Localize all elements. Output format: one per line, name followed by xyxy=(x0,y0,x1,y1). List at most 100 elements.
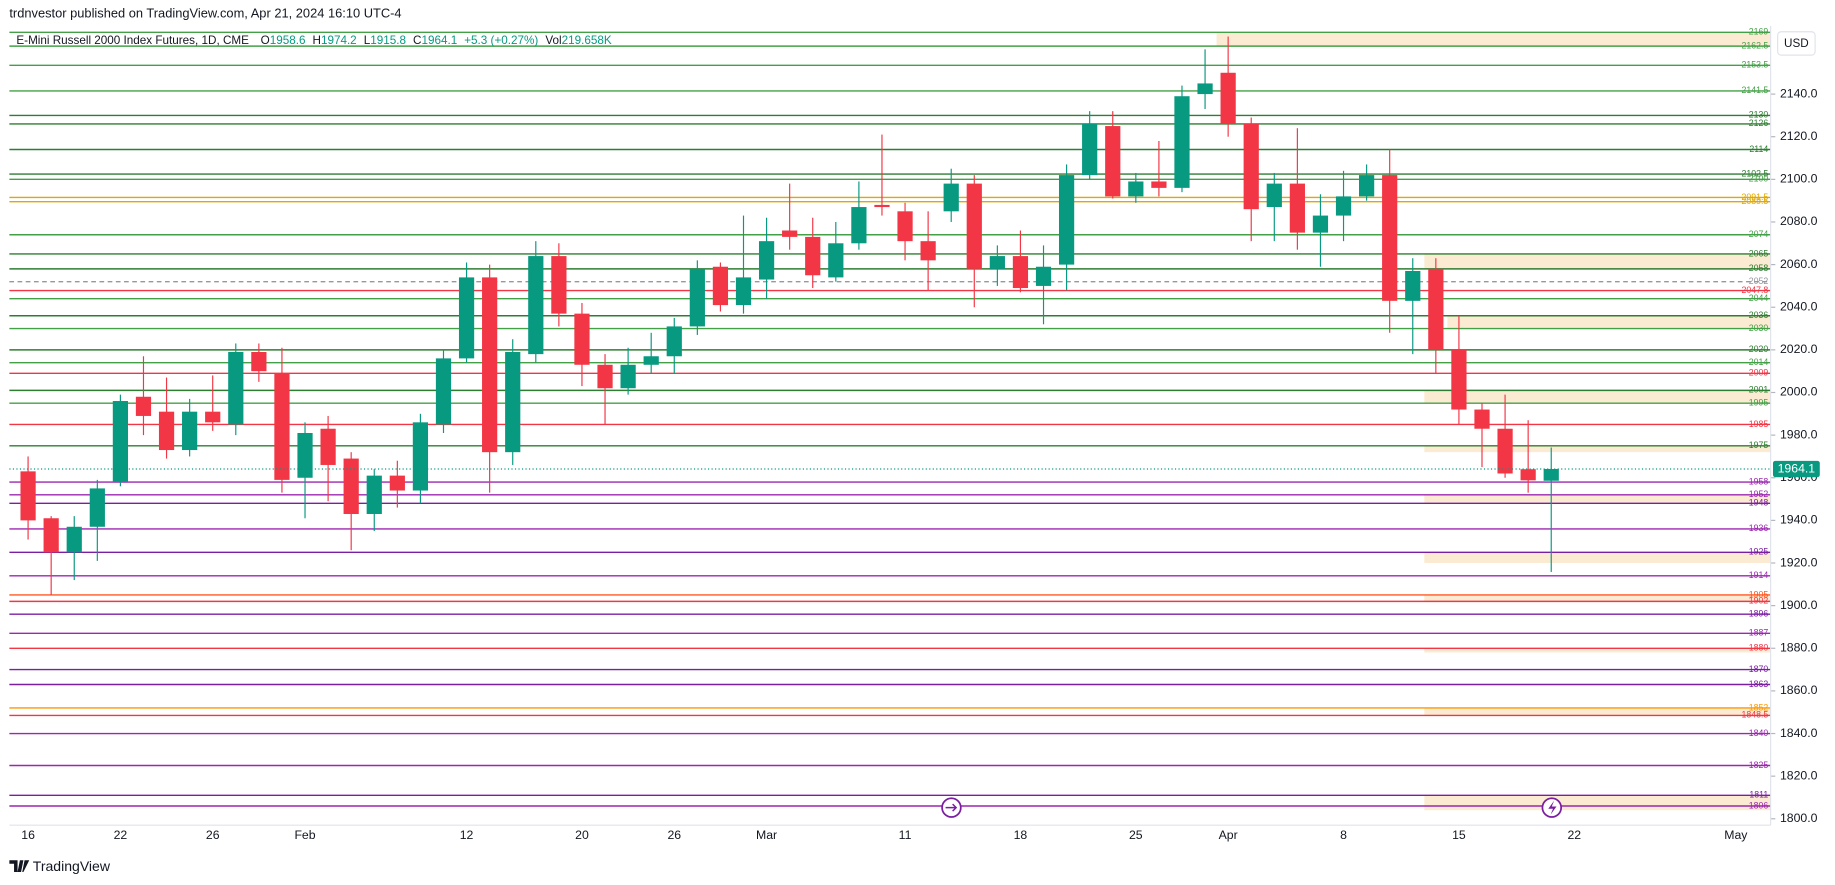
level-label: 2126 xyxy=(1749,118,1769,128)
level-label: 2047.8 xyxy=(1741,285,1768,295)
level-label: 2091.5 xyxy=(1741,192,1768,202)
level-label: 1880 xyxy=(1749,643,1769,653)
currency-box[interactable] xyxy=(1777,31,1816,56)
candle-body xyxy=(943,183,959,212)
candle-body xyxy=(482,277,498,453)
x-tick-label: Feb xyxy=(294,828,315,842)
candle-body xyxy=(458,277,475,359)
x-tick-label: 22 xyxy=(1567,828,1581,842)
y-tick-label: 1980.0 xyxy=(1780,427,1818,441)
candle-body xyxy=(251,351,267,372)
level-label: 2169 xyxy=(1749,27,1769,37)
level-label: 1852 xyxy=(1749,702,1769,712)
level-label: 2030 xyxy=(1749,323,1769,333)
y-tick-label: 1900.0 xyxy=(1780,598,1818,612)
level-label: 1958 xyxy=(1749,476,1769,486)
candle-body xyxy=(989,256,1005,269)
candle-body xyxy=(205,411,221,423)
candle-body xyxy=(66,526,82,553)
level-label: 1952 xyxy=(1749,489,1769,499)
level-label: 1975 xyxy=(1749,440,1769,450)
candle-body xyxy=(1428,268,1444,350)
x-tick-label: 11 xyxy=(899,828,912,842)
zone xyxy=(1216,32,1771,47)
level-label: 2014 xyxy=(1749,357,1769,367)
candle-body xyxy=(597,364,613,389)
level-label: 1995 xyxy=(1749,397,1769,407)
event-icon-bolt xyxy=(1548,800,1557,815)
zone xyxy=(1424,494,1771,504)
level-label: 2009 xyxy=(1749,368,1769,378)
legend-value: 219.658K xyxy=(562,34,612,47)
x-tick-label: 18 xyxy=(1014,828,1028,842)
candle-body xyxy=(1220,72,1236,124)
candle-body xyxy=(1289,183,1305,233)
x-tick-label: 12 xyxy=(460,828,474,842)
candle-body xyxy=(505,351,521,453)
candle-body xyxy=(851,207,867,244)
zone xyxy=(1424,253,1771,269)
candle-body xyxy=(712,266,729,306)
x-tick-label: 20 xyxy=(575,828,589,842)
candle-body xyxy=(1035,266,1052,286)
candle-body xyxy=(828,243,844,278)
candle-body xyxy=(1405,270,1421,301)
x-tick-label: May xyxy=(1724,828,1748,842)
candle-body xyxy=(805,236,821,276)
level-label: 2044 xyxy=(1749,293,1769,303)
y-tick-label: 1820.0 xyxy=(1780,768,1818,782)
y-tick-label: 1860.0 xyxy=(1780,683,1818,697)
currency[interactable]: USD xyxy=(1784,37,1809,50)
candle-body xyxy=(782,230,798,237)
level-label: 2058 xyxy=(1749,263,1769,273)
level-label: 2153.5 xyxy=(1741,60,1768,70)
x-tick-label: 26 xyxy=(667,828,681,842)
footer: TradingView xyxy=(33,858,111,874)
candle-body xyxy=(551,256,567,314)
level-label: 2065 xyxy=(1749,248,1769,258)
legend-change: +5.3 (+0.27%) xyxy=(464,34,538,47)
candle-body xyxy=(43,518,59,553)
candle-body xyxy=(20,471,36,521)
candle-body xyxy=(666,326,682,357)
y-tick-label: 1940.0 xyxy=(1780,513,1818,527)
candle-body xyxy=(366,475,382,514)
legend-key: C xyxy=(413,34,421,47)
candle-body xyxy=(112,401,129,483)
level-label: 1902 xyxy=(1749,596,1769,606)
candle-body xyxy=(297,432,313,478)
level-label: 2074 xyxy=(1749,229,1769,239)
candle-body xyxy=(89,488,105,527)
y-tick-label: 1840.0 xyxy=(1780,726,1818,740)
legend-value: 1915.8 xyxy=(370,34,406,47)
level-label: 1896 xyxy=(1749,608,1769,618)
candle-body xyxy=(1012,256,1029,289)
level-label: 2130 xyxy=(1749,110,1769,120)
legend-value: 1974.2 xyxy=(321,34,357,47)
level-label: 2036 xyxy=(1749,310,1769,320)
zone xyxy=(1424,390,1771,404)
candle-body xyxy=(758,241,775,280)
level-label: 1825 xyxy=(1749,760,1769,770)
publisher: trdnvestor published on TradingView.com,… xyxy=(9,6,401,21)
zone xyxy=(1424,648,1771,653)
level-label: 1863 xyxy=(1749,679,1769,689)
level-label: 1840 xyxy=(1749,728,1769,738)
zone xyxy=(1424,445,1771,453)
candle-body xyxy=(135,396,152,416)
zone xyxy=(1424,795,1771,811)
candle-body xyxy=(574,313,590,365)
x-tick-label: 26 xyxy=(206,828,220,842)
legend-key: H xyxy=(312,34,320,47)
candle-body xyxy=(343,458,359,514)
last-price-label: 1964.1 xyxy=(1778,461,1816,475)
level-label: 2089.5 xyxy=(1741,196,1768,206)
zone xyxy=(1424,552,1771,564)
candle-body xyxy=(874,204,890,208)
legend-key: L xyxy=(364,34,371,47)
level-label: 1925 xyxy=(1749,547,1769,557)
level-label: 1848.5 xyxy=(1741,710,1768,720)
